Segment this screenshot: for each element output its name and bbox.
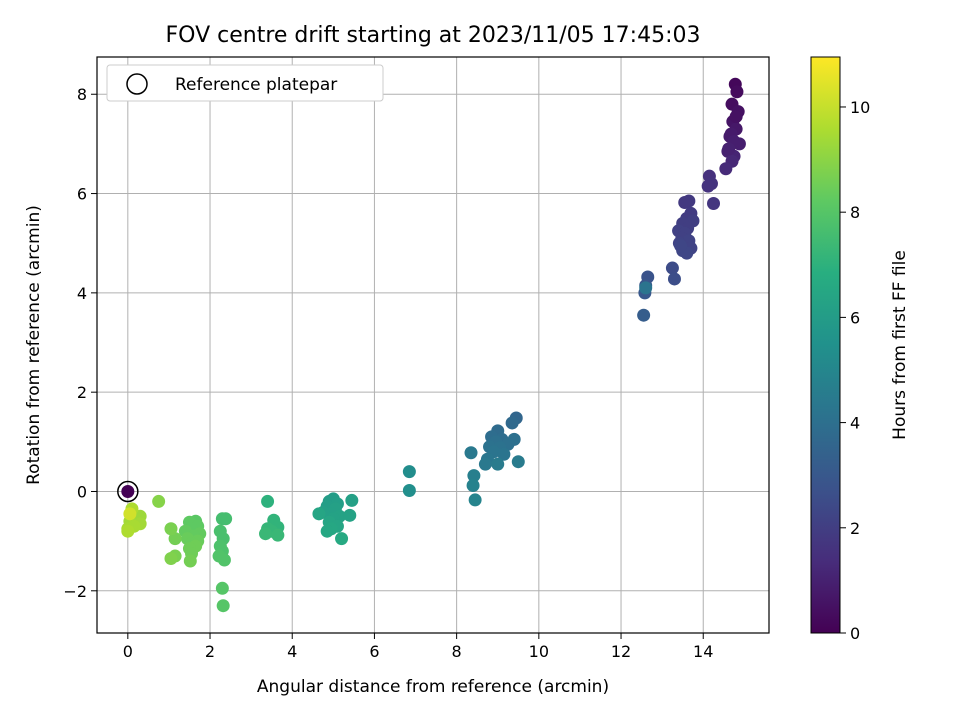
scatter-point [719, 162, 733, 176]
scatter-point [168, 532, 182, 546]
x-tick-label: 6 [369, 642, 379, 661]
chart-title: FOV centre drift starting at 2023/11/05 … [166, 23, 701, 48]
scatter-point [701, 179, 715, 193]
scatter-point [402, 483, 416, 497]
scatter-point [478, 457, 492, 471]
scatter-point [259, 527, 273, 541]
scatter-point [497, 447, 511, 461]
scatter-point [637, 308, 651, 322]
scatter-point [639, 281, 653, 295]
legend: Reference platepar [106, 64, 384, 102]
colorbar-gradient [810, 56, 841, 634]
scatter-point [121, 484, 135, 498]
y-tick-label: −2 [63, 582, 87, 601]
y-tick-label: 8 [77, 85, 87, 104]
scatter-points [117, 77, 746, 613]
plot-area-frame [96, 56, 770, 634]
scatter-point [152, 494, 166, 508]
scatter-point [402, 465, 416, 479]
scatter-point [467, 469, 481, 483]
scatter-point [730, 85, 744, 99]
scatter-point [729, 110, 743, 124]
scatter-point [678, 195, 692, 209]
y-axis-label: Rotation from reference (arcmin) [24, 205, 44, 485]
colorbar-tick-label: 4 [850, 414, 860, 433]
y-tick-label: 6 [77, 185, 87, 204]
legend-marker-reference [126, 73, 148, 95]
colorbar: 0 2 4 6 8 10 Hours from first FF file [810, 56, 910, 643]
colorbar-tick-label: 2 [850, 519, 860, 538]
scatter-point [464, 446, 478, 460]
x-tick-label: 0 [123, 642, 133, 661]
scatter-point [123, 507, 137, 521]
x-tick-label: 2 [205, 642, 215, 661]
scatter-point [468, 493, 482, 507]
y-tick-label: 2 [77, 383, 87, 402]
scatter-point [667, 272, 681, 286]
legend-label-reference: Reference platepar [175, 75, 337, 95]
colorbar-tick-label: 0 [850, 624, 860, 643]
scatter-point [219, 512, 233, 526]
x-tick-label: 14 [693, 642, 713, 661]
scatter-point [216, 599, 230, 613]
colorbar-tick-label: 10 [850, 98, 870, 117]
x-tick-label: 8 [452, 642, 462, 661]
reference-platepar-marker [117, 480, 139, 503]
y-tick-label: 0 [77, 482, 87, 501]
y-axis-ticks: −2 0 2 4 6 8 [63, 85, 97, 601]
scatter-point [505, 416, 519, 430]
scatter-point [722, 142, 736, 156]
scatter-point [164, 552, 178, 566]
scatter-point [183, 554, 197, 568]
y-tick-label: 4 [77, 284, 87, 303]
scatter-point [491, 457, 505, 471]
x-tick-label: 12 [611, 642, 631, 661]
scatter-point [320, 524, 334, 538]
scatter-point [271, 528, 285, 542]
scatter-point [312, 507, 326, 521]
x-axis-ticks: 0 2 4 6 8 10 12 14 [123, 633, 713, 661]
colorbar-tick-label: 8 [850, 203, 860, 222]
legend-box [106, 64, 384, 102]
colorbar-tick-label: 6 [850, 308, 860, 327]
scatter-point [665, 261, 679, 275]
scatter-point [345, 493, 359, 507]
x-axis-label: Angular distance from reference (arcmin) [257, 677, 609, 697]
scatter-point [164, 522, 178, 536]
colorbar-ticks: 0 2 4 6 8 10 [840, 98, 870, 643]
scatter-point [511, 455, 525, 469]
scatter-point [121, 524, 135, 538]
scatter-point [217, 553, 231, 567]
grid-lines [97, 57, 769, 633]
scatter-point [674, 239, 688, 253]
x-tick-label: 10 [529, 642, 549, 661]
colorbar-label: Hours from first FF file [890, 250, 910, 440]
scatter-point [335, 532, 349, 546]
scatter-point [343, 508, 357, 522]
x-tick-label: 4 [287, 642, 297, 661]
scatter-point [466, 479, 480, 493]
scatter-point [707, 196, 721, 210]
scatter-point [215, 581, 229, 595]
scatter-point [261, 494, 275, 508]
